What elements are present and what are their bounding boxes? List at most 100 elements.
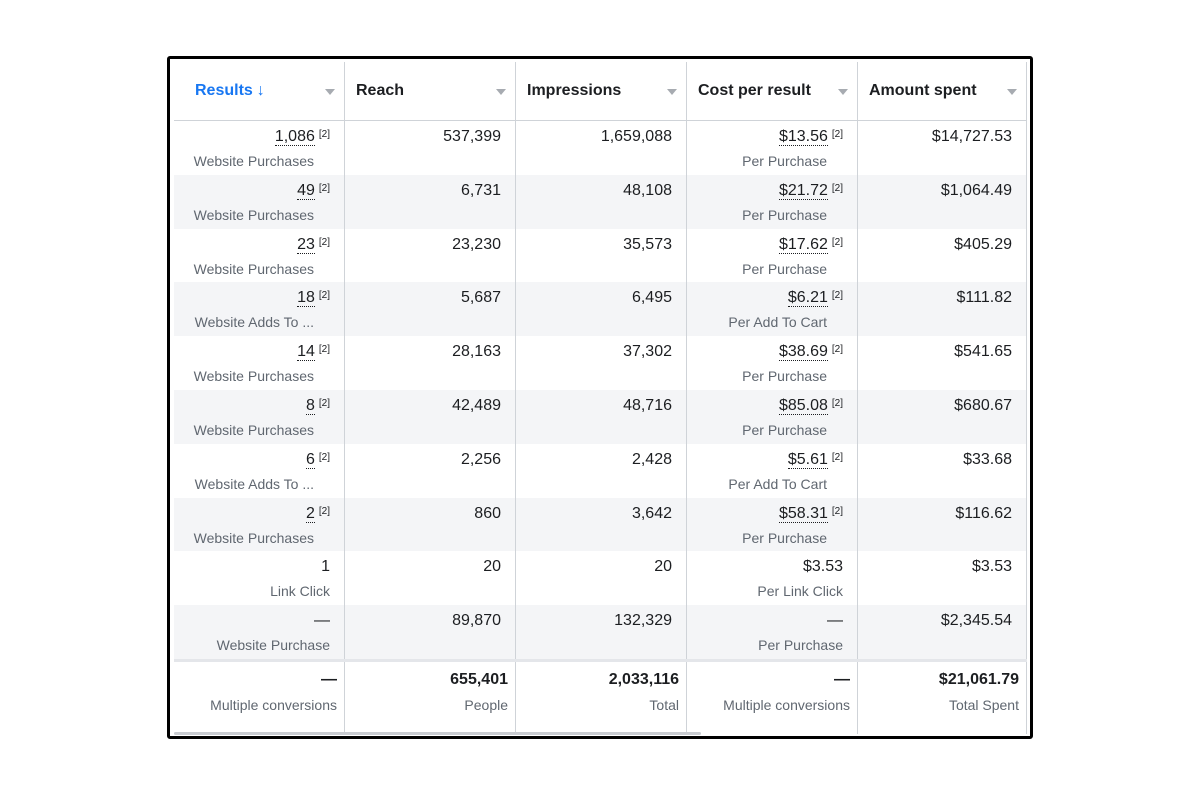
summary-cost-cell: — Multiple conversions bbox=[687, 661, 858, 734]
impressions-value: 132,329 bbox=[614, 612, 672, 630]
column-header-results[interactable]: Results ↓ bbox=[174, 62, 345, 120]
results-number[interactable]: 2 bbox=[305, 504, 315, 523]
impressions-cell: 132,329 bbox=[516, 605, 687, 659]
cost-per-result-label: Per Purchase bbox=[742, 368, 827, 385]
summary-results-value: — bbox=[321, 670, 337, 688]
cost-per-result-cell: — Per Purchase bbox=[687, 605, 858, 659]
cost-per-result-cell: $58.31 [2] Per Purchase bbox=[687, 497, 858, 552]
amount-spent-cell: $2,345.54 bbox=[858, 605, 1027, 659]
results-number[interactable]: 49 bbox=[297, 181, 315, 200]
results-cell: 6 [2] Website Adds To ... bbox=[174, 443, 345, 498]
cost-number[interactable]: $38.69 bbox=[778, 343, 828, 362]
column-header-label: Amount spent bbox=[869, 82, 977, 99]
amount-spent-value: $2,345.54 bbox=[940, 612, 1012, 630]
results-cell: 1 Link Click bbox=[174, 551, 345, 606]
column-menu-caret-icon[interactable] bbox=[667, 89, 677, 95]
table-row: 23 [2] Website Purchases 23,230 35,573 $17.62… bbox=[174, 228, 1027, 283]
impressions-value: 48,716 bbox=[623, 396, 672, 414]
reach-value: 537,399 bbox=[443, 128, 501, 145]
cost-per-result-value[interactable]: $13.56 [2] bbox=[778, 128, 843, 146]
results-number[interactable]: 18 bbox=[297, 289, 315, 308]
cost-number[interactable]: $13.56 bbox=[778, 128, 828, 146]
column-menu-caret-icon[interactable] bbox=[325, 89, 335, 95]
column-header-label: Impressions bbox=[527, 82, 622, 99]
reach-value: 5,687 bbox=[460, 289, 501, 307]
results-number[interactable]: 14 bbox=[297, 343, 315, 362]
column-header-impressions[interactable]: Impressions bbox=[516, 62, 687, 120]
footnote-marker: [2] bbox=[831, 290, 843, 302]
footnote-marker: [2] bbox=[318, 451, 330, 463]
results-value[interactable]: 6 [2] bbox=[305, 450, 330, 469]
reach-cell: 23,230 bbox=[345, 228, 516, 283]
footnote-marker: [2] bbox=[318, 397, 330, 409]
table-row: — Website Purchase 89,870 132,329 — Per Purch… bbox=[174, 605, 1027, 659]
results-number[interactable]: 23 bbox=[297, 235, 315, 254]
cost-number[interactable]: $21.72 bbox=[778, 181, 828, 200]
summary-cost-value: — bbox=[834, 670, 850, 688]
amount-spent-value: $541.65 bbox=[954, 343, 1012, 361]
cost-per-result-value[interactable]: $58.31 [2] bbox=[778, 504, 843, 523]
results-number: — bbox=[314, 612, 330, 630]
amount-spent-cell: $680.67 bbox=[858, 389, 1027, 444]
reach-value: 860 bbox=[474, 504, 501, 522]
results-number[interactable]: 8 bbox=[305, 396, 315, 415]
horizontal-scrollbar[interactable] bbox=[174, 732, 701, 735]
results-value[interactable]: 8 [2] bbox=[305, 396, 330, 415]
results-number: 1 bbox=[321, 558, 330, 576]
cost-per-result-value[interactable]: $17.62 [2] bbox=[778, 235, 843, 254]
results-value[interactable]: 18 [2] bbox=[297, 289, 330, 308]
column-header-cost-per-result[interactable]: Cost per result bbox=[687, 62, 858, 120]
footnote-marker: [2] bbox=[831, 129, 843, 140]
cost-per-result-value[interactable]: $38.69 [2] bbox=[778, 343, 843, 362]
impressions-cell: 6,495 bbox=[516, 282, 687, 337]
results-type-label: Website Purchases bbox=[193, 368, 314, 385]
results-value[interactable]: 14 [2] bbox=[297, 343, 330, 362]
cost-number[interactable]: $5.61 bbox=[787, 450, 828, 469]
amount-spent-cell: $33.68 bbox=[858, 443, 1027, 498]
results-cell: 23 [2] Website Purchases bbox=[174, 228, 345, 283]
cost-per-result-label: Per Purchase bbox=[758, 637, 843, 654]
amount-spent-value: $1,064.49 bbox=[940, 181, 1012, 199]
cost-per-result-label: Per Purchase bbox=[742, 206, 827, 223]
summary-reach-cell: 655,401 People bbox=[345, 661, 516, 734]
sort-descending-icon: ↓ bbox=[256, 82, 265, 99]
cost-per-result-cell: $13.56 [2] Per Purchase bbox=[687, 121, 858, 175]
impressions-cell: 1,659,088 bbox=[516, 121, 687, 175]
results-value[interactable]: 23 [2] bbox=[297, 235, 330, 254]
results-number[interactable]: 1,086 bbox=[274, 128, 315, 146]
footnote-marker: [2] bbox=[318, 182, 330, 194]
column-menu-caret-icon[interactable] bbox=[838, 89, 848, 95]
reach-value: 2,256 bbox=[460, 450, 501, 468]
results-value[interactable]: 49 [2] bbox=[297, 181, 330, 200]
results-number[interactable]: 6 bbox=[305, 450, 315, 469]
reach-cell: 89,870 bbox=[345, 605, 516, 659]
results-value[interactable]: 1,086 [2] bbox=[274, 128, 330, 146]
table-summary-row: — Multiple conversions 655,401 People 2,… bbox=[174, 658, 1027, 734]
column-menu-caret-icon[interactable] bbox=[496, 89, 506, 95]
cost-number[interactable]: $17.62 bbox=[778, 235, 828, 254]
results-cell: 14 [2] Website Purchases bbox=[174, 336, 345, 390]
results-type-label: Website Purchases bbox=[193, 206, 314, 223]
footnote-marker: [2] bbox=[318, 505, 330, 517]
cost-per-result-value[interactable]: $5.61 [2] bbox=[787, 450, 843, 469]
reach-cell: 860 bbox=[345, 497, 516, 552]
cost-number[interactable]: $58.31 bbox=[778, 504, 828, 523]
results-type-label: Link Click bbox=[270, 583, 330, 600]
column-header-label: Cost per result bbox=[698, 82, 811, 99]
cost-number[interactable]: $6.21 bbox=[787, 289, 828, 308]
cost-number[interactable]: $85.08 bbox=[778, 396, 828, 415]
amount-spent-value: $33.68 bbox=[963, 450, 1012, 468]
footnote-marker: [2] bbox=[831, 505, 843, 517]
column-menu-caret-icon[interactable] bbox=[1007, 89, 1017, 95]
summary-impressions-value: 2,033,116 bbox=[608, 670, 679, 688]
amount-spent-value: $111.82 bbox=[956, 289, 1012, 307]
column-header-amount-spent[interactable]: Amount spent bbox=[858, 62, 1027, 120]
summary-reach-label: People bbox=[464, 696, 508, 713]
cost-per-result-value[interactable]: $6.21 [2] bbox=[787, 289, 843, 308]
cost-per-result-label: Per Purchase bbox=[742, 421, 827, 438]
cost-per-result-value[interactable]: $85.08 [2] bbox=[778, 396, 843, 415]
table-row: 14 [2] Website Purchases 28,163 37,302 $38.69… bbox=[174, 336, 1027, 390]
results-value[interactable]: 2 [2] bbox=[305, 504, 330, 523]
column-header-reach[interactable]: Reach bbox=[345, 62, 516, 120]
cost-per-result-value[interactable]: $21.72 [2] bbox=[778, 181, 843, 200]
